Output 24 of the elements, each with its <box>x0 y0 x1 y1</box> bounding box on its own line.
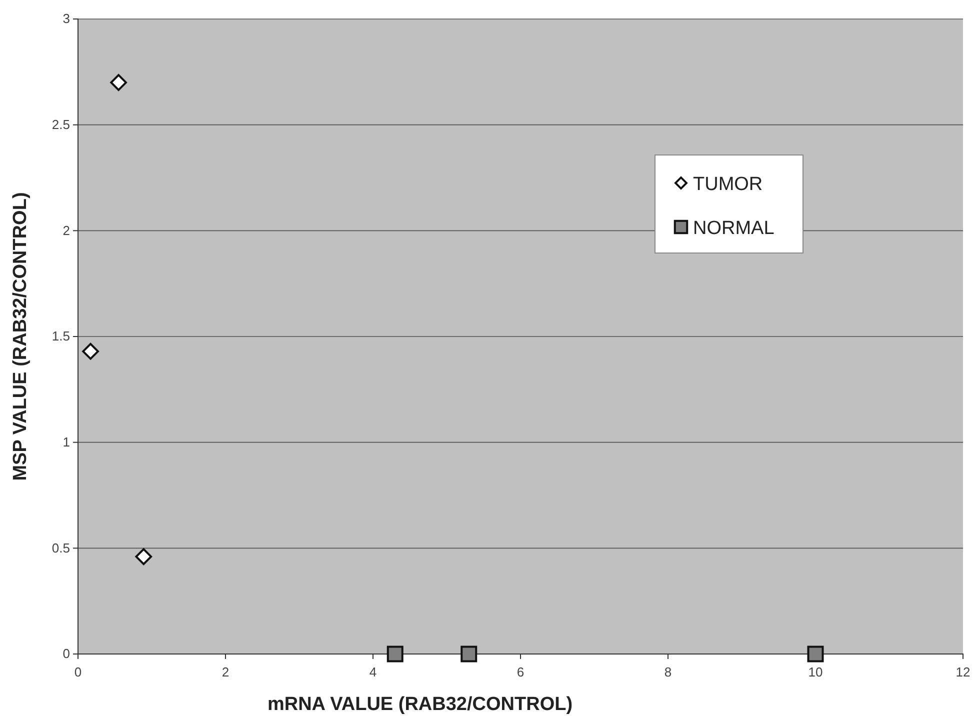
x-tick-label: 10 <box>808 664 823 680</box>
x-tick-label: 2 <box>222 664 230 680</box>
y-tick-label: 0 <box>62 646 70 662</box>
y-tick-label: 1.5 <box>52 328 70 344</box>
point <box>460 646 478 662</box>
point <box>807 646 824 662</box>
y-tick-label: 2.5 <box>52 116 70 132</box>
point <box>82 342 99 360</box>
legend-label: TUMOR <box>693 174 763 195</box>
x-tick-label: 6 <box>516 664 524 680</box>
x-tick-label: 8 <box>664 664 672 680</box>
point <box>110 74 127 91</box>
y-tick-label: 1 <box>62 434 70 450</box>
y-tick-label: 0.5 <box>52 540 70 556</box>
point <box>386 646 404 662</box>
y-tick-label: 3 <box>62 11 70 26</box>
y-tick-label: 2 <box>62 222 70 238</box>
point <box>135 548 152 566</box>
x-tick-label: 12 <box>956 664 970 680</box>
x-tick-label: 0 <box>74 664 82 680</box>
x-tick-label: 4 <box>369 664 377 680</box>
y-axis-title: MSP VALUE (RAB32/CONTROL) <box>10 192 31 481</box>
legend-label: NORMAL <box>693 218 774 239</box>
x-axis-title: mRNA VALUE (RAB32/CONTROL) <box>267 694 573 715</box>
